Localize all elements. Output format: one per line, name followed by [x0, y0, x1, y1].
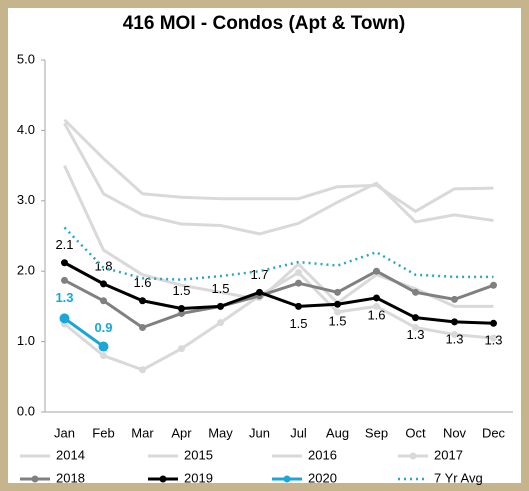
series-marker: [334, 288, 341, 296]
series-marker: [373, 302, 380, 310]
legend-label: 2020: [308, 470, 337, 485]
legend-marker: [159, 475, 167, 483]
x-tick-label: May: [208, 425, 233, 440]
legend-marker: [283, 475, 291, 483]
chart-panel: [8, 8, 521, 483]
series-marker: [295, 269, 302, 277]
series-marker: [178, 305, 185, 313]
data-label: 2.1: [55, 237, 73, 252]
x-tick-label: Feb: [92, 425, 114, 440]
series-marker: [100, 280, 107, 288]
legend-label: 2019: [184, 470, 213, 485]
legend-label: 2014: [56, 447, 85, 462]
legend-label: 2016: [308, 447, 337, 462]
series-marker: [139, 324, 146, 332]
x-tick-label: Jan: [54, 425, 75, 440]
series-marker: [373, 267, 380, 275]
y-tick-label: 0.0: [17, 403, 35, 418]
series-marker: [217, 302, 224, 310]
series-marker: [100, 352, 107, 360]
x-tick-label: Sep: [365, 425, 388, 440]
data-label: 1.3: [55, 290, 73, 305]
legend-label: 2018: [56, 470, 85, 485]
x-tick-label: Mar: [131, 425, 154, 440]
series-marker: [334, 308, 341, 316]
x-tick-label: Apr: [171, 425, 192, 440]
x-tick-label: Nov: [443, 425, 467, 440]
series-line: [63, 226, 494, 281]
y-tick-label: 3.0: [17, 192, 35, 207]
legend-marker: [409, 452, 417, 460]
series-marker: [139, 366, 146, 374]
data-label: 1.3: [406, 327, 424, 342]
data-label: 1.5: [172, 283, 190, 298]
data-label: 1.5: [211, 281, 229, 296]
legend-label: 7 Yr Avg: [434, 470, 483, 485]
data-label: 1.5: [289, 316, 307, 331]
series-marker: [412, 314, 419, 322]
y-tick-label: 4.0: [17, 122, 35, 137]
data-label: 1.6: [133, 275, 151, 290]
series-line: [63, 118, 494, 213]
series-line: [63, 122, 494, 236]
data-label: 1.7: [250, 267, 268, 282]
data-label: 1.5: [328, 314, 346, 329]
x-tick-label: Jul: [290, 425, 307, 440]
y-tick-label: 5.0: [17, 51, 35, 66]
series-marker: [100, 297, 107, 305]
series-marker: [451, 295, 458, 303]
x-tick-label: Jun: [249, 425, 270, 440]
series-marker: [256, 288, 263, 296]
data-label: 1.3: [445, 331, 463, 346]
legend-marker: [31, 475, 39, 483]
series-marker: [61, 276, 68, 284]
series-marker: [295, 302, 302, 310]
data-label: 1.8: [94, 258, 112, 273]
y-tick-label: 1.0: [17, 333, 35, 348]
series-marker: [451, 331, 458, 339]
legend-label: 2015: [184, 447, 213, 462]
series-marker: [490, 281, 497, 289]
data-label: 1.6: [367, 307, 385, 322]
series-marker: [295, 279, 302, 287]
series-line: [63, 261, 494, 325]
series-marker: [451, 318, 458, 326]
data-label: 0.9: [94, 320, 112, 335]
series-marker: [334, 300, 341, 308]
series-line: [63, 269, 495, 330]
series-line: [63, 271, 494, 372]
chart-title: 416 MOI - Condos (Apt & Town): [123, 13, 406, 34]
series-marker: [178, 309, 185, 317]
series-marker: [490, 334, 497, 342]
x-tick-label: Oct: [405, 425, 426, 440]
x-tick-label: Dec: [482, 425, 506, 440]
y-tick-label: 2.0: [17, 263, 35, 278]
series-marker: [373, 294, 380, 302]
series-marker: [217, 319, 224, 327]
series-line: [63, 164, 494, 308]
series-line: [63, 317, 105, 348]
x-tick-label: Aug: [326, 425, 349, 440]
series-marker: [61, 259, 68, 267]
legend-label: 2017: [434, 447, 463, 462]
data-label: 1.3: [484, 333, 502, 348]
series-marker: [490, 319, 497, 327]
series-marker: [139, 297, 146, 305]
series-marker: [412, 288, 419, 296]
series-marker: [59, 313, 70, 324]
series-marker: [98, 341, 109, 352]
series-marker: [412, 324, 419, 332]
series-marker: [178, 345, 185, 353]
